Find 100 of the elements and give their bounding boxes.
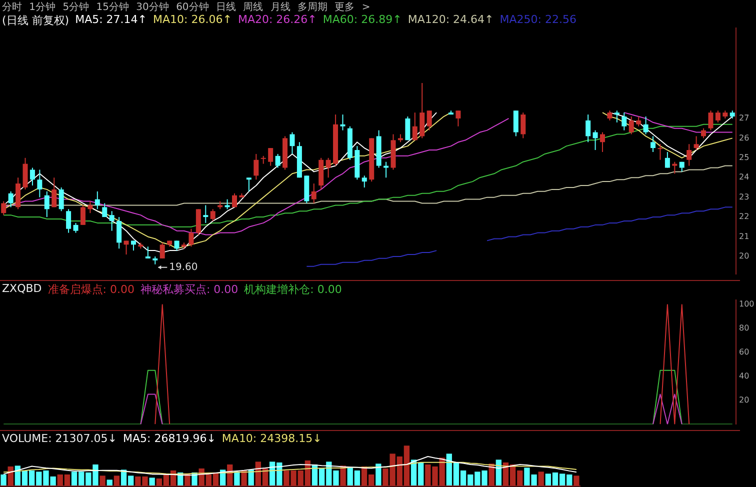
chart-title: VOLUME: 21307.05↓ [2,432,117,445]
candlestick [686,144,692,166]
candlestick [664,151,670,168]
candlestick [246,177,252,192]
candlestick [326,157,331,178]
bar [241,470,247,486]
candlestick [22,157,28,190]
candlestick [30,167,35,186]
candlestick [636,116,642,127]
candlestick [16,177,21,210]
candlestick [715,110,720,123]
candlestick [701,128,706,139]
bar [114,476,120,486]
bar [376,464,382,486]
text: MA10: 24398.15↓ [222,432,322,445]
candlestick [174,240,180,252]
candlestick [196,208,201,236]
bar [538,472,544,486]
candlestick [694,136,699,151]
candlestick [650,136,656,152]
text: MA250: 22.56 [500,13,576,28]
candlestick [203,204,208,224]
candlestick [412,112,418,141]
candlestick [66,208,72,234]
candlestick [52,177,57,208]
candlestick [362,175,367,188]
candlestick [520,112,526,139]
y-tick-label: 21 [739,232,750,241]
y-tick-label: 27 [739,114,750,123]
candlestick [275,153,280,168]
candlestick [628,116,634,135]
bar [0,474,6,486]
y-tick-label: 60 [739,348,750,357]
candlestick [232,192,238,208]
candlestick [405,116,410,141]
candlestick [614,110,620,123]
candlestick [290,132,295,154]
candlestick [116,216,122,250]
text: MA5: 26819.96↓ [123,432,216,445]
candlestick [124,240,129,255]
text: MA120: 24.64↑ [408,13,494,28]
candlestick [130,240,136,252]
candlestick [426,110,432,131]
candlestick [80,204,86,226]
candlestick [44,190,50,218]
candlestick [8,190,14,208]
candlestick [210,208,216,222]
text: 机构建增补仓: 0.00 [244,282,342,297]
candlestick [311,183,316,204]
text: MA10: 26.06↑ [153,13,232,28]
candlestick [73,222,78,234]
bar [149,478,155,486]
text: MA20: 26.26↑ [238,13,317,28]
y-tick-label: 40 [739,371,750,380]
candlestick [586,114,591,143]
candlestick [607,110,612,121]
bar [106,480,112,486]
candlestick [94,190,100,210]
bar [234,472,240,486]
annotation: 19.60 [169,262,198,273]
candlestick [513,110,518,137]
bar [100,476,106,486]
candlestick [58,186,64,212]
candlestick [340,114,346,131]
y-tick-label: 24 [739,172,750,182]
bar [574,476,580,486]
chart-subtitle: 分时 1分钟 5分钟 15分钟 30分钟 60分钟 日线 周线 月线 多周期 更多 > [2,0,370,14]
text: MA60: 26.89↑ [322,13,402,28]
candlestick [643,116,648,135]
y-tick-label: 20 [739,395,750,404]
candlestick [188,228,194,248]
candlestick [145,246,150,259]
y-tick-label: 25 [739,152,750,162]
candlestick [1,200,6,216]
y-tick-label: 23 [739,192,750,202]
candlestick [672,161,678,174]
y-tick-label: 26 [739,133,750,142]
chart-title: (日线 前复权) [2,13,70,28]
candlestick [592,130,598,151]
candlestick [600,132,606,152]
candlestick [37,169,42,198]
candlestick [254,153,259,180]
text: 准备启爆点: 0.00 [48,282,134,297]
candlestick [160,242,165,259]
candlestick [268,148,274,166]
text: 神秘私募买点: 0.00 [140,282,238,297]
candlestick [708,110,714,131]
candlestick [109,210,114,232]
y-tick-label: 22 [739,212,750,222]
candlestick [384,161,389,178]
candlestick [88,200,93,214]
chart-title: ZXQBD [2,282,42,297]
candlestick [420,82,425,139]
candlestick [224,198,230,210]
y-tick-label: 80 [739,324,750,333]
text: MA5: 27.14↑ [75,13,148,28]
candlestick [456,110,461,127]
y-tick-label: 20 [739,252,750,261]
candlestick [102,202,108,218]
candlestick [622,112,627,131]
